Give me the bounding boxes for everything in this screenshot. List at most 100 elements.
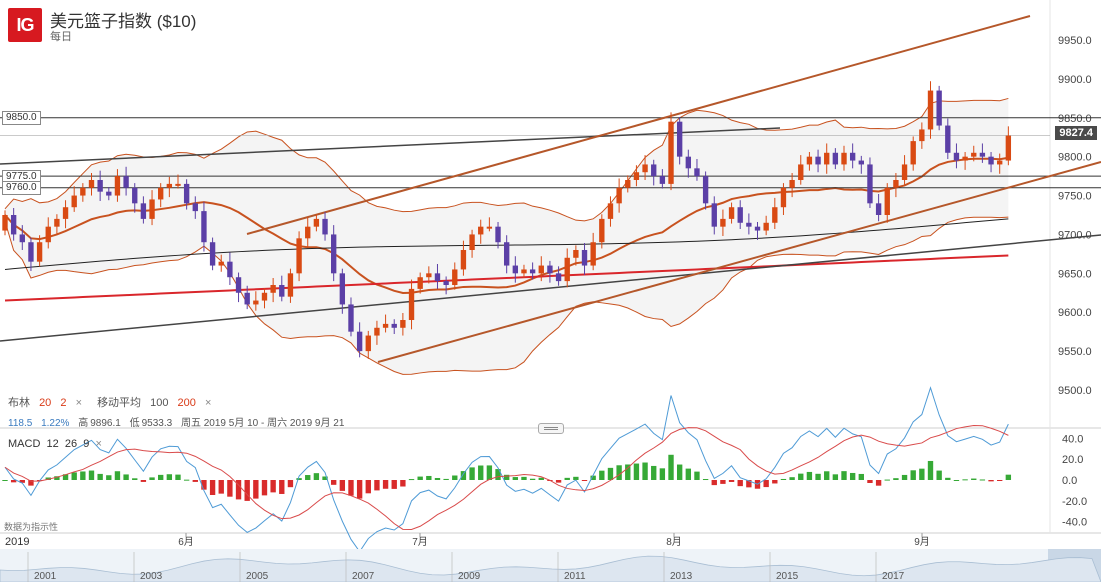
macd-histogram-bar bbox=[573, 476, 579, 480]
candle-body bbox=[754, 226, 761, 231]
bollinger-label[interactable]: 布林 bbox=[8, 397, 30, 409]
level-label-9760[interactable]: 9760.0 bbox=[2, 181, 41, 195]
ma-slow[interactable]: 200 bbox=[177, 397, 196, 409]
navigator-year-label: 2011 bbox=[564, 571, 586, 582]
macd-histogram-bar bbox=[183, 479, 190, 481]
macd-histogram-bar bbox=[607, 467, 614, 480]
candle-body bbox=[261, 292, 268, 301]
macd-histogram-bar bbox=[512, 477, 519, 480]
macd-signal[interactable]: 9 bbox=[83, 438, 90, 450]
macd-histogram-bar bbox=[261, 480, 268, 496]
candle-body bbox=[806, 156, 813, 165]
close-icon[interactable]: × bbox=[204, 397, 212, 409]
close-icon[interactable]: × bbox=[75, 397, 82, 409]
macd-histogram-bar bbox=[979, 479, 986, 481]
candle-body bbox=[780, 187, 787, 208]
trend-line-upper-gray bbox=[0, 127, 781, 165]
candle-body bbox=[694, 168, 700, 177]
ma-fast[interactable]: 100 bbox=[150, 397, 169, 409]
candle-body bbox=[685, 156, 691, 169]
candle-body bbox=[529, 269, 536, 274]
macd-histogram-bar bbox=[495, 469, 501, 480]
macd-label[interactable]: MACD bbox=[8, 438, 41, 450]
macd-slow[interactable]: 26 bbox=[64, 438, 78, 450]
macd-histogram-bar bbox=[953, 480, 960, 481]
macd-histogram-bar bbox=[997, 480, 1003, 481]
bollinger-lower bbox=[4, 216, 1009, 375]
candle-body bbox=[538, 265, 544, 274]
macd-histogram-bar bbox=[711, 480, 717, 486]
candle-body bbox=[10, 215, 17, 235]
macd-histogram-bar bbox=[936, 470, 942, 480]
candle-body bbox=[209, 242, 216, 266]
navigator-year-label: 2001 bbox=[34, 571, 57, 582]
trend-line-channel-upper bbox=[246, 15, 1031, 235]
navigator-current-year: 2019 bbox=[5, 536, 29, 548]
navigator-year-label: 2013 bbox=[670, 571, 693, 582]
macd-histogram-bar bbox=[339, 480, 346, 491]
close-icon[interactable]: × bbox=[95, 438, 102, 450]
candle-body bbox=[382, 323, 389, 328]
macd-histogram-bar bbox=[175, 474, 181, 480]
macd-histogram-bar bbox=[201, 480, 207, 490]
candle-body bbox=[192, 203, 198, 212]
candle-body bbox=[599, 218, 605, 243]
candle-body bbox=[374, 327, 380, 336]
ma-label[interactable]: 移动平均 bbox=[97, 397, 142, 409]
macd-histogram-bar bbox=[192, 480, 198, 482]
candle-body bbox=[875, 203, 882, 215]
macd-histogram-bar bbox=[149, 477, 155, 480]
candle-body bbox=[400, 320, 406, 328]
bollinger-dev[interactable]: 2 bbox=[60, 397, 67, 409]
bollinger-period[interactable]: 20 bbox=[39, 397, 52, 409]
macd-histogram-bar bbox=[408, 479, 415, 481]
macd-histogram-bar bbox=[651, 465, 657, 480]
candle-body bbox=[901, 164, 908, 180]
candle-body bbox=[183, 183, 190, 204]
y-tick-label: 9650.0 bbox=[1058, 268, 1092, 280]
macd-histogram-bar bbox=[858, 473, 864, 480]
macd-histogram-bar bbox=[452, 475, 458, 480]
macd-histogram-bar bbox=[305, 475, 311, 480]
macd-histogram-bar bbox=[209, 480, 216, 495]
macd-histogram-bar bbox=[616, 465, 622, 480]
candle-body bbox=[564, 257, 570, 282]
candle-body bbox=[469, 234, 475, 250]
candle-body bbox=[555, 273, 562, 282]
macd-histogram-bar bbox=[728, 480, 735, 482]
macd-histogram-bar bbox=[158, 474, 164, 480]
bollinger-middle bbox=[4, 156, 1009, 294]
candle-body bbox=[746, 222, 752, 227]
macd-histogram-bar bbox=[685, 468, 691, 480]
macd-histogram-bar bbox=[313, 473, 320, 480]
candle-body bbox=[798, 164, 804, 180]
candle-body bbox=[979, 152, 986, 157]
high-label: 高 bbox=[78, 418, 89, 429]
macd-histogram-bar bbox=[884, 479, 890, 481]
macd-y-tick: -40.0 bbox=[1062, 517, 1087, 529]
pane-resize-handle[interactable] bbox=[538, 423, 564, 434]
candle-body bbox=[590, 242, 596, 266]
macd-histogram-bar bbox=[166, 474, 173, 480]
macd-histogram-bar bbox=[581, 480, 588, 481]
macd-histogram-bar bbox=[469, 467, 475, 480]
indicative-note: 数据为指示性 bbox=[4, 522, 59, 532]
candle-body bbox=[36, 242, 43, 262]
macd-histogram-bar bbox=[132, 478, 138, 480]
macd-histogram-bar bbox=[62, 474, 69, 480]
macd-fast[interactable]: 12 bbox=[46, 438, 59, 450]
level-label-9850[interactable]: 9850.0 bbox=[2, 111, 41, 125]
macd-histogram-bar bbox=[460, 471, 467, 480]
candle-body bbox=[339, 273, 346, 305]
x-tick-label: 8月 bbox=[666, 536, 682, 548]
macd-histogram-bar bbox=[486, 465, 493, 480]
candle-body bbox=[910, 141, 916, 165]
macd-histogram-bar bbox=[599, 470, 605, 480]
candle-body bbox=[971, 152, 977, 157]
navigator-year-label: 2007 bbox=[352, 571, 375, 582]
macd-histogram-bar bbox=[746, 480, 752, 488]
y-tick-label: 9750.0 bbox=[1058, 191, 1092, 203]
navigator-year-label: 2017 bbox=[882, 571, 905, 582]
y-tick-label: 9700.0 bbox=[1058, 229, 1092, 241]
